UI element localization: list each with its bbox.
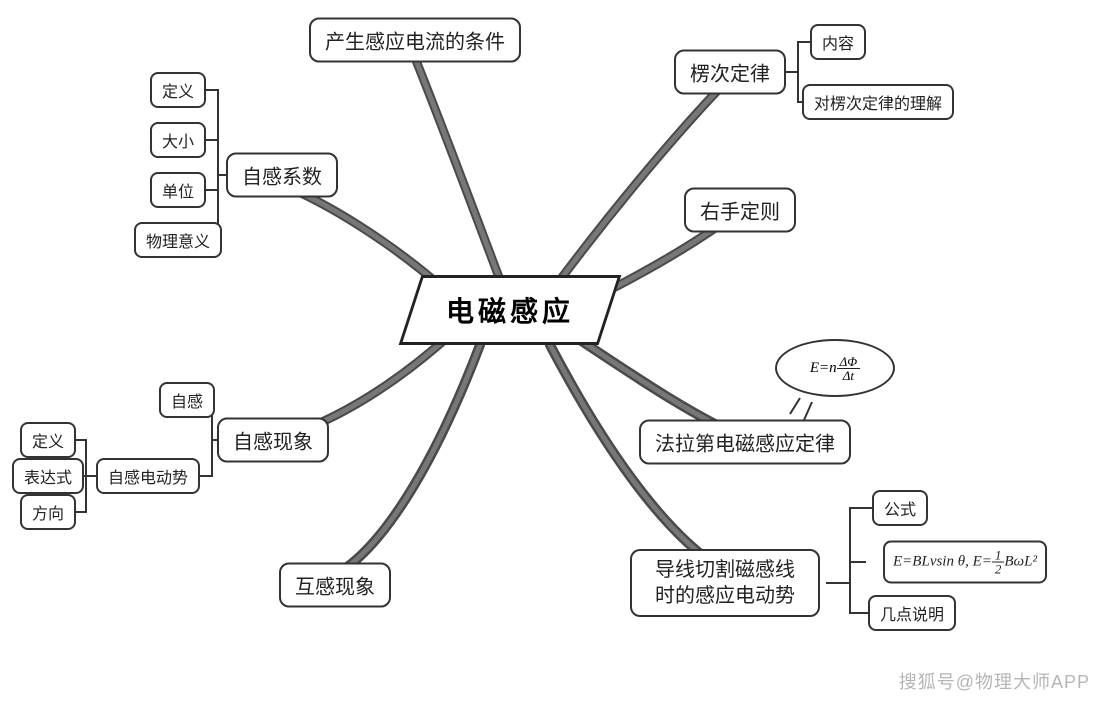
node-righthand: 右手定则 <box>684 188 796 233</box>
node-cutting: 导线切割磁感线 时的感应电动势 <box>630 549 820 617</box>
node-selfphen: 自感现象 <box>217 418 329 463</box>
node-coef-unit: 单位 <box>150 172 206 208</box>
node-faraday: 法拉第电磁感应定律 <box>639 420 851 465</box>
node-cutting-formula-label: 公式 <box>872 490 928 526</box>
formula2-text: E=BLvsin θ, E=12BωL² <box>893 553 1037 569</box>
frac-den: Δt <box>837 369 861 382</box>
node-emf-expr: 表达式 <box>12 458 84 494</box>
frac-num: ΔΦ <box>837 355 861 369</box>
node-coef-def: 定义 <box>150 72 206 108</box>
node-lenz-understand: 对楞次定律的理解 <box>802 84 954 120</box>
faraday-formula-bubble: E=nΔΦΔt <box>775 339 895 397</box>
center-label: 电磁感应 <box>446 290 574 330</box>
node-selfcoef: 自感系数 <box>226 153 338 198</box>
node-mutual: 互感现象 <box>279 563 391 608</box>
node-emf-dir: 方向 <box>20 494 76 530</box>
node-coef-mean: 物理意义 <box>134 222 222 258</box>
node-self-emf: 自感电动势 <box>96 458 200 494</box>
formula2-suffix: BωL² <box>1004 553 1037 569</box>
formula-prefix: E=n <box>810 359 837 375</box>
formula-text: E=nΔΦΔt <box>810 355 860 382</box>
cutting-line2: 时的感应电动势 <box>646 583 804 609</box>
center-node: 电磁感应 <box>399 275 622 345</box>
node-cutting-notes: 几点说明 <box>868 595 956 631</box>
node-lenz: 楞次定律 <box>674 50 786 95</box>
node-lenz-content: 内容 <box>810 24 866 60</box>
node-coef-size: 大小 <box>150 122 206 158</box>
formula2-num: 1 <box>992 549 1005 563</box>
node-self: 自感 <box>159 382 215 418</box>
formula2-prefix: E=BLvsin θ, E= <box>893 553 992 569</box>
cutting-line1: 导线切割磁感线 <box>646 557 804 583</box>
watermark: 搜狐号@物理大师APP <box>899 668 1090 694</box>
node-cutting-formula-box: E=BLvsin θ, E=12BωL² <box>883 541 1047 584</box>
node-conditions: 产生感应电流的条件 <box>309 18 521 63</box>
formula2-den: 2 <box>992 563 1005 576</box>
node-emf-def: 定义 <box>20 422 76 458</box>
